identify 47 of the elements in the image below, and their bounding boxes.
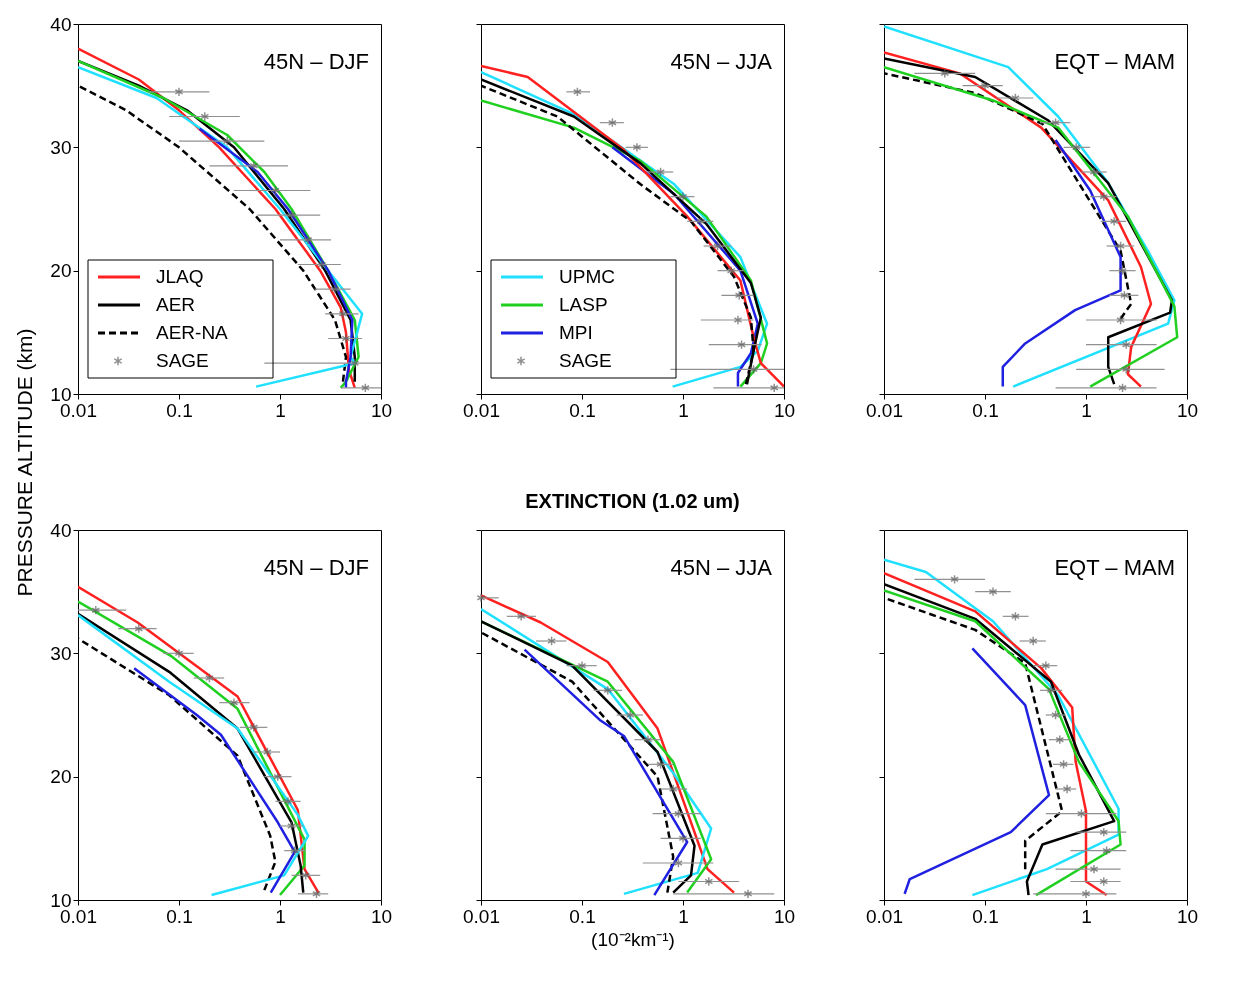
y-tick-label: 30 [50, 136, 72, 158]
x-tick-label: 10 [370, 905, 393, 927]
x-tick-label: 1 [678, 399, 689, 421]
x-tick-label: 10 [773, 905, 796, 927]
x-tick-label: 0.1 [166, 905, 193, 927]
x-tick-label: 1 [678, 905, 689, 927]
annotation: EQT – MAM [1054, 49, 1175, 74]
legend-label: SAGE [156, 350, 209, 371]
x-tick-label: 10 [1176, 905, 1199, 927]
x-tick-label: 10 [370, 399, 393, 421]
annotation: 45N – JJA [670, 555, 773, 580]
chart-title: EXTINCTION (1.02 um) [525, 489, 740, 512]
legend-label: SAGE [559, 350, 612, 371]
annotation: 45N – DJF [263, 49, 369, 74]
y-tick-label: 10 [50, 889, 72, 911]
annotation: 45N – DJF [263, 555, 369, 580]
x-tick-label: 0.1 [569, 399, 596, 421]
x-tick-label: 0.01 [866, 905, 903, 927]
x-axis-title: (10⁻²km⁻¹) [591, 928, 675, 950]
x-tick-label: 0.01 [866, 399, 903, 421]
legend-label: AER-NA [156, 322, 229, 343]
y-tick-label: 30 [50, 642, 72, 664]
x-tick-label: 1 [1081, 399, 1092, 421]
x-tick-label: 10 [1176, 399, 1199, 421]
x-tick-label: 10 [773, 399, 796, 421]
legend-label: JLAQ [156, 266, 204, 287]
x-tick-label: 0.01 [463, 399, 500, 421]
x-tick-label: 0.1 [166, 399, 193, 421]
x-tick-label: 1 [275, 905, 286, 927]
y-tick-label: 10 [50, 383, 72, 405]
x-tick-label: 0.1 [972, 399, 999, 421]
x-tick-label: 0.1 [569, 905, 596, 927]
y-tick-label: 40 [50, 13, 72, 35]
legend-label: LASP [559, 294, 608, 315]
x-tick-label: 1 [1081, 905, 1092, 927]
annotation: EQT – MAM [1054, 555, 1175, 580]
y-tick-label: 20 [50, 260, 72, 282]
legend-label: AER [156, 294, 196, 315]
x-tick-label: 1 [275, 399, 286, 421]
y-tick-label: 40 [50, 519, 72, 541]
annotation: 45N – JJA [670, 49, 773, 74]
legend-label: MPI [559, 322, 593, 343]
y-tick-label: 20 [50, 766, 72, 788]
y-axis-title: PRESSURE ALTITUDE (km) [13, 328, 37, 597]
x-tick-label: 0.01 [463, 905, 500, 927]
legend-label: UPMC [559, 266, 615, 287]
x-tick-label: 0.1 [972, 905, 999, 927]
